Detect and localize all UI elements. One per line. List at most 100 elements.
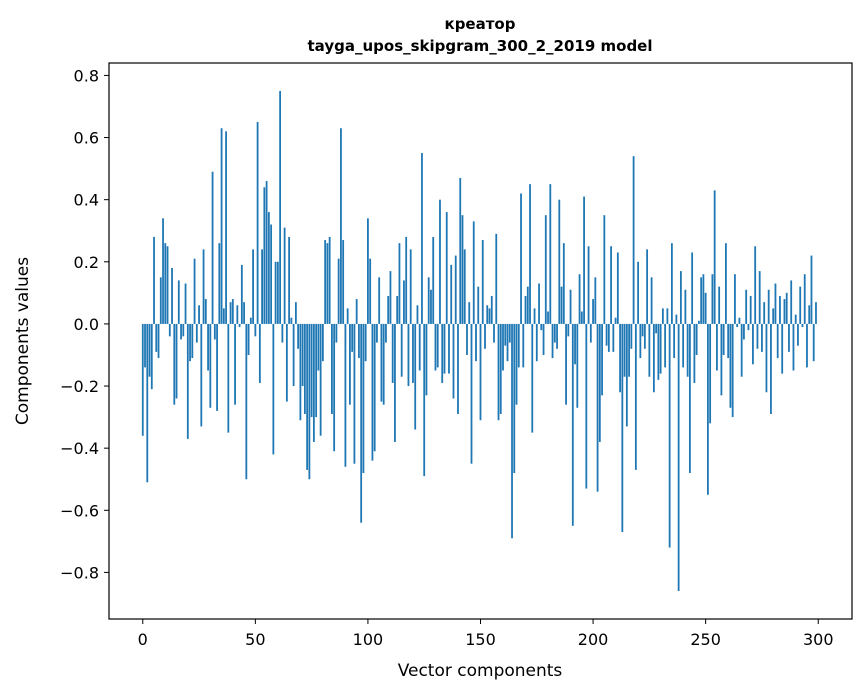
bar-147: [472, 221, 475, 324]
bar-84: [331, 323, 333, 414]
bar-9: [162, 218, 164, 324]
bar-128: [430, 289, 432, 324]
bar-103: [373, 323, 376, 452]
bar-284: [781, 323, 784, 374]
bar-265: [738, 317, 741, 324]
bar-193: [576, 323, 579, 408]
bar-240: [682, 323, 685, 368]
bar-187: [562, 243, 565, 324]
bar-167: [517, 323, 520, 368]
bar-78: [317, 323, 320, 371]
bar-270: [749, 295, 752, 324]
bar-255: [716, 323, 718, 371]
x-tick-label: 100: [353, 630, 384, 649]
bar-162: [506, 323, 509, 362]
bar-46: [245, 323, 248, 480]
bar-137: [450, 264, 453, 324]
bar-294: [803, 274, 806, 324]
bar-43: [238, 323, 241, 328]
bar-138: [452, 323, 455, 399]
bar-146: [470, 323, 473, 464]
bar-293: [801, 323, 804, 328]
bar-212: [619, 323, 621, 393]
bar-275: [761, 323, 763, 352]
bar-132: [439, 199, 441, 324]
bar-198: [587, 246, 590, 324]
bar-131: [436, 323, 439, 368]
bar-185: [558, 199, 561, 324]
bar-90: [344, 323, 347, 467]
bar-165: [513, 323, 516, 474]
bar-287: [788, 323, 790, 352]
bar-250: [704, 292, 707, 324]
bar-182: [551, 323, 554, 359]
bar-218: [632, 156, 635, 324]
x-tick-label: 200: [578, 630, 609, 649]
bar-280: [772, 308, 775, 324]
bar-247: [698, 320, 700, 324]
bar-118: [407, 323, 410, 387]
bar-299: [815, 302, 817, 324]
bar-76: [312, 323, 315, 442]
bar-279: [770, 323, 772, 414]
bar-227: [652, 323, 655, 393]
bar-289: [792, 323, 795, 371]
bar-106: [380, 323, 383, 402]
bar-234: [668, 323, 671, 548]
bar-257: [720, 323, 723, 396]
bar-268: [745, 289, 748, 324]
bar-53: [261, 249, 263, 324]
bar-192: [574, 323, 576, 365]
bar-237: [675, 314, 678, 324]
y-tick-label: 0.6: [74, 129, 99, 148]
bar-141: [459, 177, 462, 324]
bar-258: [722, 323, 725, 355]
bar-114: [398, 243, 401, 324]
bar-262: [731, 323, 734, 418]
bar-18: [182, 323, 185, 337]
bar-28: [204, 299, 207, 324]
bar-149: [477, 286, 480, 324]
bar-226: [650, 277, 653, 324]
bar-251: [707, 323, 709, 495]
bar-253: [711, 274, 714, 324]
bar-180: [547, 311, 549, 324]
bar-166: [515, 323, 518, 405]
bar-236: [673, 323, 676, 359]
bar-201: [594, 277, 597, 324]
bar-219: [634, 323, 637, 470]
bar-51: [256, 122, 259, 324]
bar-47: [247, 323, 250, 355]
bar-34: [218, 243, 221, 324]
bar-298: [812, 323, 815, 362]
bar-252: [709, 323, 712, 424]
y-axis-label: Components values: [13, 257, 33, 425]
bars-group: [141, 90, 817, 592]
bar-292: [799, 286, 802, 324]
bar-3: [148, 323, 151, 377]
bar-178: [542, 323, 545, 355]
bar-72: [303, 323, 306, 414]
bar-282: [776, 323, 779, 359]
bar-152: [484, 323, 486, 349]
bar-104: [376, 323, 378, 343]
bar-41: [234, 323, 236, 405]
bar-156: [493, 323, 495, 343]
bar-291: [797, 323, 799, 346]
bar-181: [549, 184, 552, 324]
bar-261: [729, 323, 732, 408]
bar-140: [457, 323, 459, 414]
bar-94: [353, 323, 356, 464]
bar-121: [414, 323, 417, 430]
bar-49: [252, 249, 254, 324]
bar-173: [531, 323, 534, 433]
bar-143: [463, 249, 466, 324]
bar-14: [173, 323, 176, 405]
bar-186: [560, 286, 563, 324]
y-tick-label: −0.4: [60, 439, 99, 458]
bar-243: [688, 323, 691, 474]
bar-85: [333, 323, 336, 452]
bar-206: [605, 323, 608, 346]
bar-24: [195, 323, 198, 343]
bar-274: [758, 271, 761, 324]
